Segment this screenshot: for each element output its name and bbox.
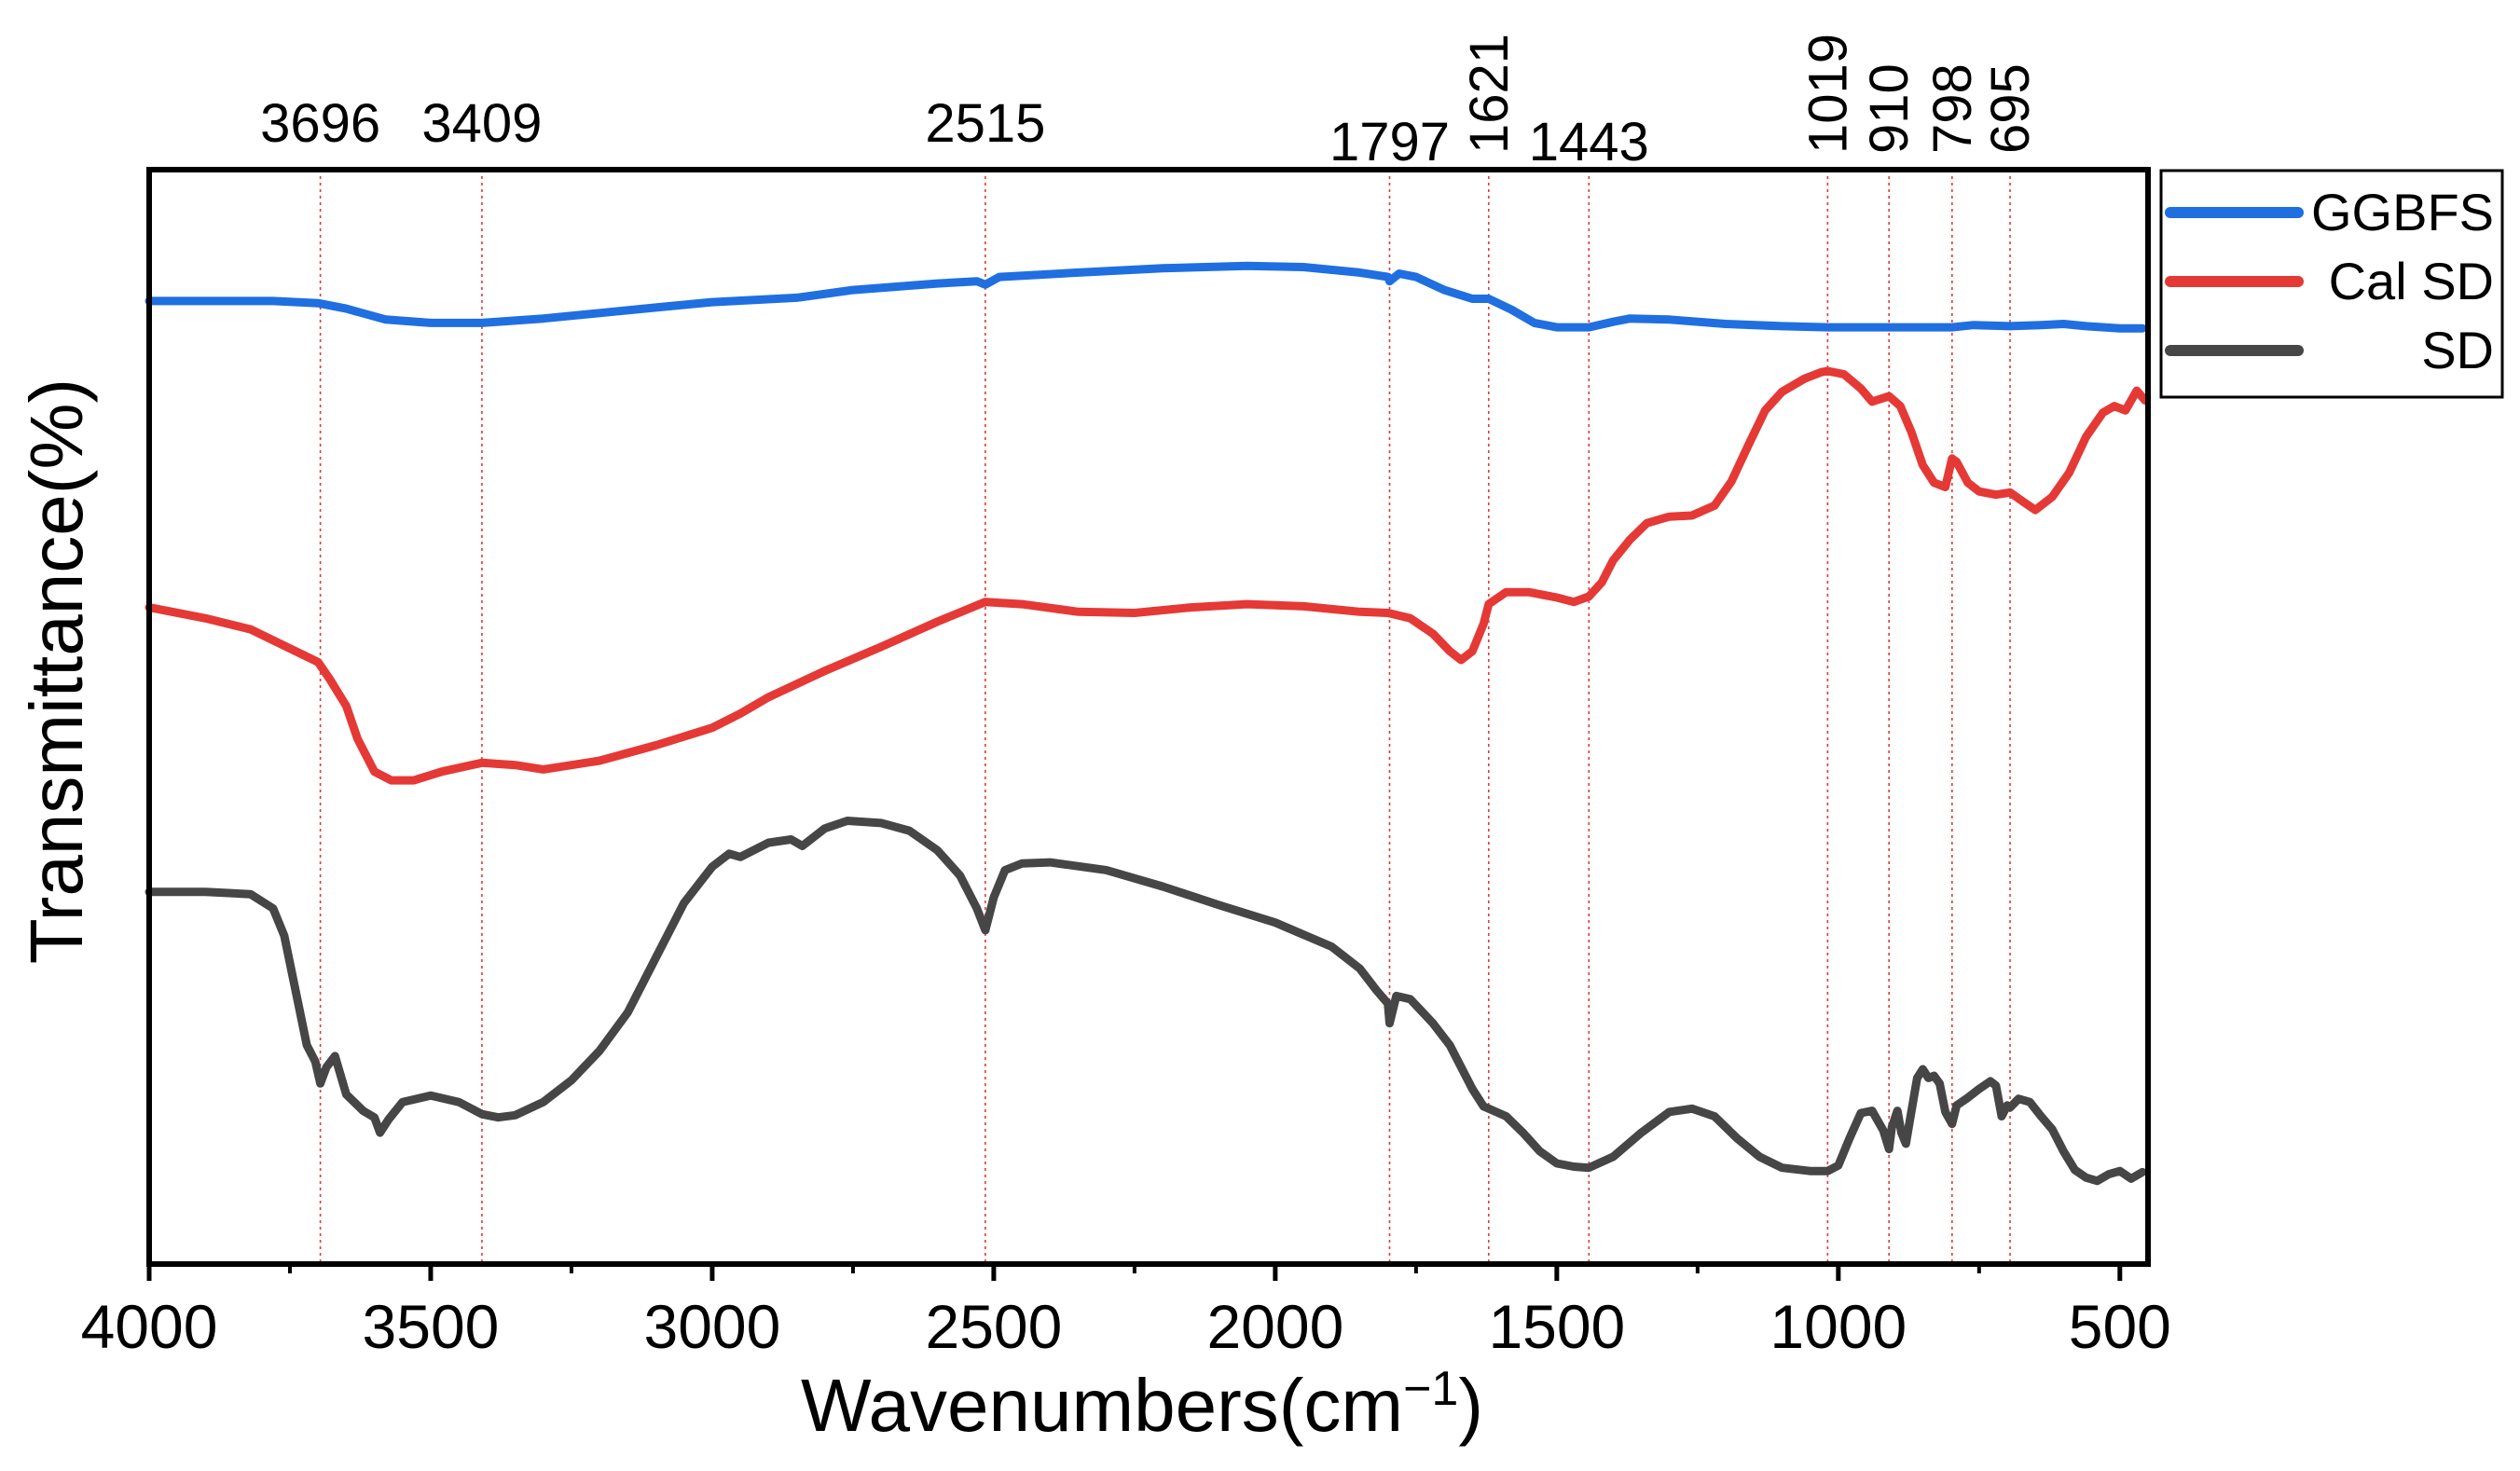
legend-items: GGBFS Cal SD SD xyxy=(2165,183,2494,379)
x-tick-label-2000: 2000 xyxy=(1206,1292,1343,1361)
legend-label-ggbfs: GGBFS xyxy=(2311,183,2494,241)
series-line-sd xyxy=(145,817,2147,1186)
x-axis-title: Wavenumbers(cm−1) xyxy=(801,1362,1483,1447)
x-tick-label-4000: 4000 xyxy=(81,1292,218,1361)
legend: GGBFS Cal SD SD xyxy=(2159,169,2504,399)
peak-label-1621: 1621 xyxy=(1459,34,1520,154)
y-axis-title: Transmittance(%) xyxy=(15,378,98,964)
x-tick-label-1500: 1500 xyxy=(1488,1292,1625,1361)
peak-marker-lines xyxy=(319,170,2011,1264)
peak-label-2515: 2515 xyxy=(925,93,1045,154)
series-layer xyxy=(145,261,2150,1186)
legend-label-sd: SD xyxy=(2421,321,2494,379)
plot-frame xyxy=(146,167,2151,1267)
peak-label-1019: 1019 xyxy=(1797,34,1858,154)
peak-label-695: 695 xyxy=(1980,63,2041,154)
series-line-cal-sd xyxy=(145,366,2150,785)
peak-label-1443: 1443 xyxy=(1529,112,1649,172)
x-tick-label-3500: 3500 xyxy=(363,1292,500,1361)
peak-label-798: 798 xyxy=(1922,63,1983,154)
x-tick-label-2500: 2500 xyxy=(926,1292,1063,1361)
x-tick-label-1000: 1000 xyxy=(1770,1292,1907,1361)
legend-label-cal-sd: Cal SD xyxy=(2329,252,2494,310)
x-tick-label-500: 500 xyxy=(2069,1292,2171,1361)
peak-label-3696: 3696 xyxy=(260,93,380,154)
x-axis-ticks: 4000 3500 3000 2500 2000 1500 1000 500 xyxy=(81,1264,2171,1361)
series-line-ggbfs xyxy=(145,261,2147,333)
peak-label-3409: 3409 xyxy=(421,93,542,154)
x-tick-label-3000: 3000 xyxy=(644,1292,781,1361)
peak-label-910: 910 xyxy=(1859,63,1920,154)
peak-label-1797: 1797 xyxy=(1329,112,1450,172)
